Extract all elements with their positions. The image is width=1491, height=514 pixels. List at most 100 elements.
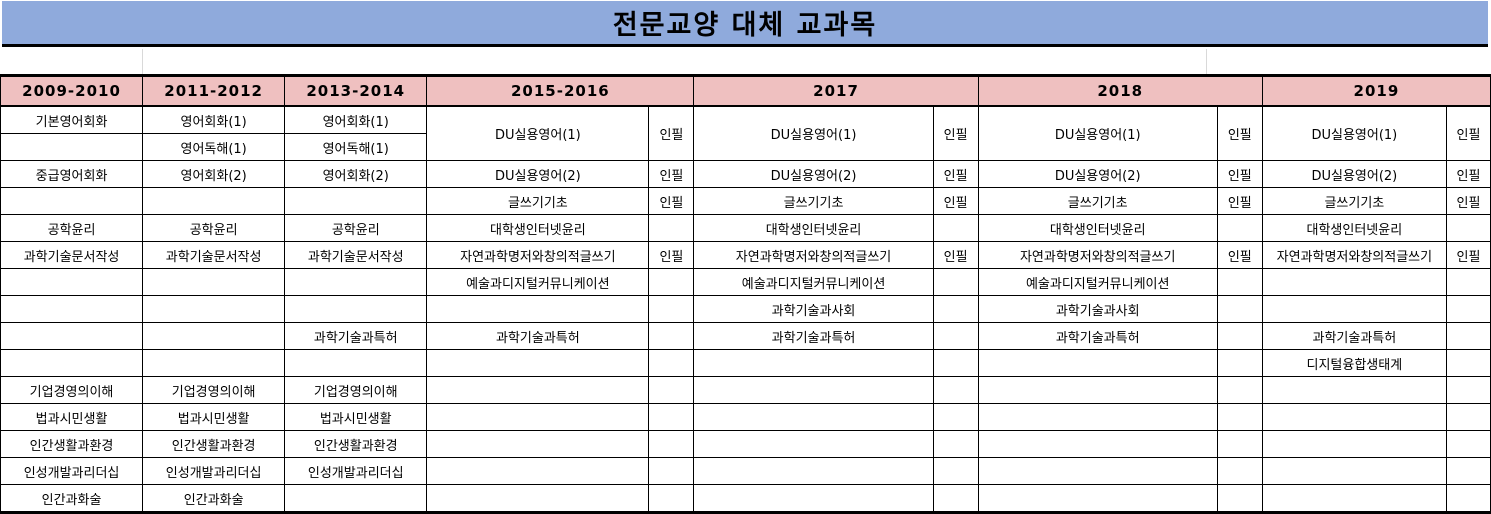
course-cell[interactable]: DU실용영어(2)	[426, 160, 650, 188]
column-header-2015-2016[interactable]: 2015-2016	[426, 75, 695, 107]
empty-cell[interactable]	[932, 214, 979, 242]
course-cell[interactable]: 대학생인터넷윤리	[426, 214, 650, 242]
course-cell[interactable]: 글쓰기기초	[977, 187, 1218, 215]
empty-cell[interactable]	[1445, 349, 1491, 377]
required-badge[interactable]: 인필	[648, 160, 695, 188]
column-header-2011-2012[interactable]: 2011-2012	[142, 75, 286, 107]
course-cell[interactable]: 영어독해(1)	[284, 133, 428, 161]
empty-cell[interactable]	[1445, 376, 1491, 404]
course-cell[interactable]: 대학생인터넷윤리	[977, 214, 1218, 242]
course-cell[interactable]: 과학기술과사회	[977, 295, 1218, 323]
empty-cell[interactable]	[693, 349, 934, 377]
empty-cell[interactable]	[977, 430, 1218, 458]
empty-cell[interactable]	[932, 295, 979, 323]
course-cell[interactable]: 과학기술과특허	[977, 322, 1218, 350]
empty-cell[interactable]	[932, 376, 979, 404]
empty-cell[interactable]	[284, 349, 428, 377]
empty-cell[interactable]	[426, 295, 650, 323]
empty-cell[interactable]	[648, 403, 695, 431]
required-badge[interactable]: 인필	[1216, 187, 1263, 215]
course-cell[interactable]: DU실용영어(1)	[693, 105, 934, 161]
empty-cell[interactable]	[932, 457, 979, 485]
course-cell[interactable]: 영어회화(1)	[142, 105, 286, 134]
empty-cell[interactable]	[932, 484, 979, 513]
empty-cell[interactable]	[648, 484, 695, 513]
empty-cell[interactable]	[648, 430, 695, 458]
empty-cell[interactable]	[142, 349, 286, 377]
empty-cell[interactable]	[648, 376, 695, 404]
course-cell[interactable]: 글쓰기기초	[693, 187, 934, 215]
empty-cell[interactable]	[1261, 376, 1447, 404]
required-badge[interactable]: 인필	[648, 241, 695, 269]
course-cell[interactable]: DU실용영어(1)	[1261, 105, 1447, 161]
course-cell[interactable]: 영어회화(1)	[284, 105, 428, 134]
empty-cell[interactable]	[693, 430, 934, 458]
course-cell[interactable]: 인성개발과리더십	[142, 457, 286, 485]
course-cell[interactable]: 인간생활과환경	[284, 430, 428, 458]
empty-cell[interactable]	[977, 376, 1218, 404]
required-badge[interactable]: 인필	[1445, 187, 1491, 215]
empty-cell[interactable]	[648, 457, 695, 485]
course-cell[interactable]: DU실용영어(2)	[977, 160, 1218, 188]
empty-cell[interactable]	[977, 457, 1218, 485]
empty-cell[interactable]	[142, 187, 286, 215]
column-header-2019[interactable]: 2019	[1261, 75, 1491, 107]
course-cell[interactable]: 기업경영의이해	[142, 376, 286, 404]
course-cell[interactable]: 자연과학명저와창의적글쓰기	[1261, 241, 1447, 269]
course-cell[interactable]: 인간생활과환경	[0, 430, 144, 458]
course-cell[interactable]: 자연과학명저와창의적글쓰기	[693, 241, 934, 269]
required-badge[interactable]: 인필	[648, 105, 695, 161]
course-cell[interactable]: 공학윤리	[284, 214, 428, 242]
course-cell[interactable]: 과학기술과특허	[426, 322, 650, 350]
empty-cell[interactable]	[1261, 430, 1447, 458]
empty-cell[interactable]	[1216, 214, 1263, 242]
empty-cell[interactable]	[1445, 295, 1491, 323]
empty-cell[interactable]	[648, 322, 695, 350]
empty-cell[interactable]	[648, 349, 695, 377]
course-cell[interactable]: 대학생인터넷윤리	[693, 214, 934, 242]
course-cell[interactable]: 중급영어회화	[0, 160, 144, 188]
course-cell[interactable]: 과학기술과사회	[693, 295, 934, 323]
course-cell[interactable]: 과학기술과특허	[284, 322, 428, 350]
empty-cell[interactable]	[1261, 457, 1447, 485]
course-cell[interactable]: 인간생활과환경	[142, 430, 286, 458]
empty-cell[interactable]	[284, 484, 428, 513]
empty-cell[interactable]	[426, 403, 650, 431]
empty-cell[interactable]	[932, 430, 979, 458]
empty-cell[interactable]	[648, 214, 695, 242]
course-cell[interactable]: 인성개발과리더십	[284, 457, 428, 485]
required-badge[interactable]: 인필	[1216, 160, 1263, 188]
required-badge[interactable]: 인필	[648, 187, 695, 215]
empty-cell[interactable]	[426, 376, 650, 404]
required-badge[interactable]: 인필	[932, 160, 979, 188]
empty-cell[interactable]	[284, 268, 428, 296]
empty-cell[interactable]	[1445, 430, 1491, 458]
empty-cell[interactable]	[0, 268, 144, 296]
empty-cell[interactable]	[1445, 214, 1491, 242]
empty-cell[interactable]	[284, 187, 428, 215]
course-cell[interactable]: 과학기술과특허	[1261, 322, 1447, 350]
empty-cell[interactable]	[1261, 268, 1447, 296]
course-cell[interactable]: 법과시민생활	[284, 403, 428, 431]
required-badge[interactable]: 인필	[932, 187, 979, 215]
empty-cell[interactable]	[1216, 268, 1263, 296]
empty-cell[interactable]	[426, 484, 650, 513]
required-badge[interactable]: 인필	[1445, 160, 1491, 188]
empty-cell[interactable]	[0, 133, 144, 161]
course-cell[interactable]: 법과시민생활	[0, 403, 144, 431]
course-cell[interactable]: 글쓰기기초	[1261, 187, 1447, 215]
empty-cell[interactable]	[426, 430, 650, 458]
required-badge[interactable]: 인필	[932, 105, 979, 161]
required-badge[interactable]: 인필	[1445, 105, 1491, 161]
empty-cell[interactable]	[693, 457, 934, 485]
course-cell[interactable]: DU실용영어(1)	[426, 105, 650, 161]
empty-cell[interactable]	[284, 295, 428, 323]
course-cell[interactable]: 과학기술문서작성	[0, 241, 144, 269]
empty-cell[interactable]	[1261, 403, 1447, 431]
course-cell[interactable]: 과학기술과특허	[693, 322, 934, 350]
empty-cell[interactable]	[693, 376, 934, 404]
empty-cell[interactable]	[1216, 457, 1263, 485]
empty-cell[interactable]	[0, 295, 144, 323]
empty-cell[interactable]	[142, 268, 286, 296]
course-cell[interactable]: DU실용영어(1)	[977, 105, 1218, 161]
